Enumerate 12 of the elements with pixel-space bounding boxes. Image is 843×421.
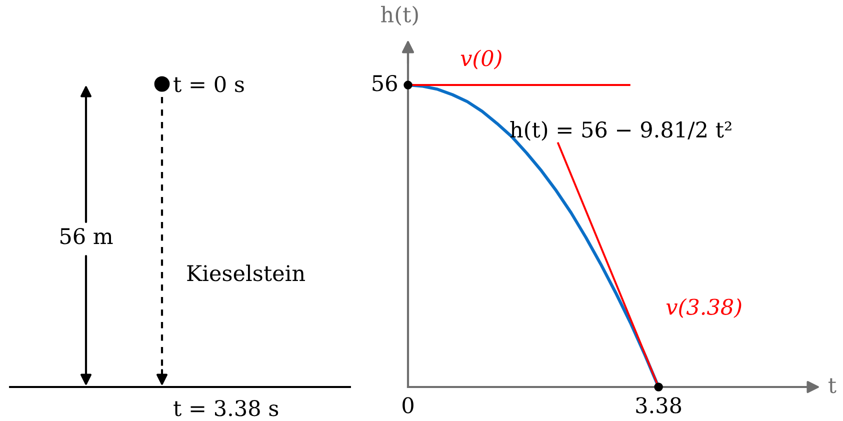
x-axis-title: t (828, 378, 836, 394)
series-label: v(0) (460, 50, 502, 70)
text: Kieselstein (187, 264, 305, 282)
text: t = 0 s (174, 76, 244, 92)
series-label: v(3.38) (666, 298, 742, 318)
text: 56 m (60, 228, 113, 244)
y-axis-title: h(t) (381, 6, 418, 26)
x-tick-label: 0 (402, 397, 414, 414)
annotation: 56 (372, 74, 397, 92)
text: t = 3.38 s (174, 400, 278, 416)
annotation: h(t) = 56 − 9.81/2 t² (510, 121, 732, 141)
x-tick-label: 3.38 (636, 397, 682, 414)
